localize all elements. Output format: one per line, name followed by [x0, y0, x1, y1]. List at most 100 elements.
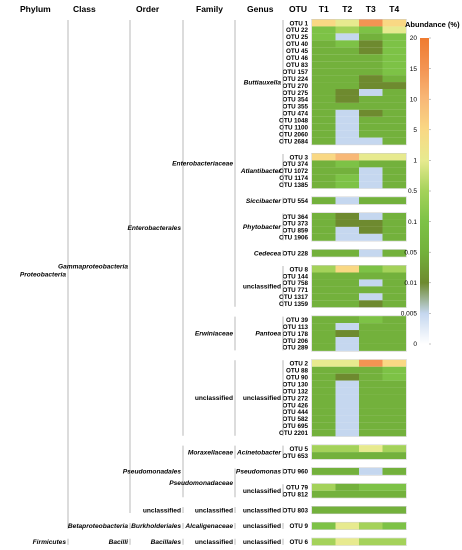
cell-otu-364-t3 — [359, 213, 383, 220]
cell-otu-130-t3 — [359, 380, 383, 388]
cell-otu-812-t2 — [335, 490, 359, 498]
otu-label-otu-355: OTU 355 — [282, 104, 308, 111]
cell-otu-426-t2 — [335, 401, 359, 409]
otu-label-otu-5: OTU 5 — [289, 446, 308, 453]
family-label-moraxellaceae: Moraxellaceae — [188, 449, 233, 456]
order-label-pseudomonadales: Pseudomonadales — [123, 469, 182, 476]
otu-label-otu-554: OTU 554 — [282, 198, 308, 205]
cell-otu-1174-t4 — [382, 174, 406, 182]
otu-label-otu-90: OTU 90 — [286, 374, 309, 381]
legend-color-bar — [420, 38, 429, 344]
otu-label-otu-474: OTU 474 — [282, 111, 308, 118]
cell-otu-113-t1 — [312, 323, 336, 331]
cell-otu-355-t1 — [312, 102, 336, 110]
cell-otu-1359-t2 — [335, 300, 359, 308]
cell-otu-22-t4 — [382, 26, 406, 34]
cell-otu-46-t4 — [382, 54, 406, 62]
otu-label-otu-373: OTU 373 — [282, 221, 308, 228]
cell-otu-272-t2 — [335, 394, 359, 402]
cell-otu-373-t4 — [382, 219, 406, 227]
cell-otu-79-t1 — [312, 483, 336, 491]
family-label-unclassified: unclassified — [195, 507, 233, 514]
cls-label-betaproteobacteria: Betaproteobacteria — [68, 523, 128, 530]
cell-otu-960-t2 — [335, 467, 359, 475]
cell-otu-144-t4 — [382, 272, 406, 280]
cell-otu-355-t4 — [382, 102, 406, 110]
cell-otu-83-t3 — [359, 61, 383, 69]
cell-otu-113-t4 — [382, 323, 406, 331]
cell-otu-90-t1 — [312, 373, 336, 381]
cell-otu-1174-t1 — [312, 174, 336, 182]
cell-otu-289-t1 — [312, 343, 336, 351]
genus-block-frame — [311, 315, 407, 352]
cell-otu-178-t3 — [359, 330, 383, 337]
cell-otu-374-t1 — [312, 160, 336, 168]
family-label-erwiniaceae: Erwiniaceae — [195, 331, 233, 338]
cell-otu-758-t4 — [382, 279, 406, 287]
legend-tick-label-15: 15 — [410, 66, 418, 73]
cell-otu-1100-t1 — [312, 123, 336, 131]
otu-label-otu-582: OTU 582 — [282, 416, 308, 423]
cell-otu-1385-t3 — [359, 181, 383, 189]
cell-otu-2-t3 — [359, 359, 383, 367]
cell-otu-859-t1 — [312, 226, 336, 234]
cell-otu-812-t3 — [359, 490, 383, 498]
otu-label-otu-144: OTU 144 — [282, 273, 308, 280]
cell-otu-132-t4 — [382, 387, 406, 395]
genus-block-frame — [311, 444, 407, 460]
cell-otu-2684-t2 — [335, 137, 359, 145]
cell-otu-771-t1 — [312, 286, 336, 294]
cell-otu-224-t1 — [312, 75, 336, 83]
cell-otu-130-t2 — [335, 380, 359, 388]
cell-otu-554-t2 — [335, 197, 359, 205]
column-headers: Phylum Class Order Family Genus OTU — [20, 4, 307, 14]
genus-label-phytobacter: Phytobacter — [243, 224, 282, 231]
cell-otu-88-t3 — [359, 366, 383, 374]
cell-otu-1048-t3 — [359, 116, 383, 124]
cell-otu-206-t3 — [359, 337, 383, 344]
cell-otu-426-t4 — [382, 401, 406, 409]
cell-otu-157-t1 — [312, 68, 336, 76]
legend-tick-label-0: 0 — [413, 341, 417, 348]
genus-block-frame — [311, 521, 407, 530]
family-label-unclassified: unclassified — [195, 539, 233, 546]
cell-otu-1317-t1 — [312, 293, 336, 301]
otu-label-otu-2060: OTU 2060 — [279, 131, 309, 138]
cell-otu-474-t1 — [312, 109, 336, 117]
cell-otu-960-t3 — [359, 467, 383, 475]
otu-label-otu-83: OTU 83 — [286, 62, 309, 69]
genus-label-unclassified: unclassified — [243, 523, 281, 530]
cell-otu-695-t4 — [382, 422, 406, 430]
cell-otu-289-t2 — [335, 343, 359, 351]
cell-otu-803-t1 — [312, 506, 336, 514]
cell-otu-228-t3 — [359, 249, 383, 257]
phylum-label-proteobacteria: Proteobacteria — [20, 272, 67, 279]
otu-label-otu-812: OTU 812 — [282, 492, 308, 499]
otu-label-otu-228: OTU 228 — [282, 250, 308, 257]
otu-label-otu-1072: OTU 1072 — [279, 168, 309, 175]
cell-otu-803-t2 — [335, 506, 359, 514]
column-label-t3: T3 — [366, 4, 376, 14]
cell-otu-8-t1 — [312, 265, 336, 273]
otu-label-otu-1: OTU 1 — [289, 20, 308, 27]
phylum-label-firmicutes: Firmicutes — [33, 539, 67, 546]
cell-otu-1317-t2 — [335, 293, 359, 301]
cell-otu-355-t2 — [335, 102, 359, 110]
cell-otu-22-t2 — [335, 26, 359, 34]
cell-otu-582-t1 — [312, 415, 336, 423]
cell-otu-88-t2 — [335, 366, 359, 374]
otu-label-otu-45: OTU 45 — [286, 48, 309, 55]
otu-label-otu-374: OTU 374 — [282, 161, 308, 168]
cell-otu-22-t3 — [359, 26, 383, 34]
cell-otu-2201-t1 — [312, 429, 336, 437]
cell-otu-354-t2 — [335, 95, 359, 103]
cell-otu-1072-t3 — [359, 167, 383, 175]
cell-otu-1385-t1 — [312, 181, 336, 189]
cell-otu-270-t2 — [335, 82, 359, 89]
cell-otu-25-t4 — [382, 33, 406, 41]
cell-otu-758-t2 — [335, 279, 359, 287]
cell-otu-6-t4 — [382, 538, 406, 546]
cell-otu-1-t2 — [335, 19, 359, 27]
otu-label-otu-803: OTU 803 — [282, 507, 308, 514]
cell-otu-1385-t2 — [335, 181, 359, 189]
